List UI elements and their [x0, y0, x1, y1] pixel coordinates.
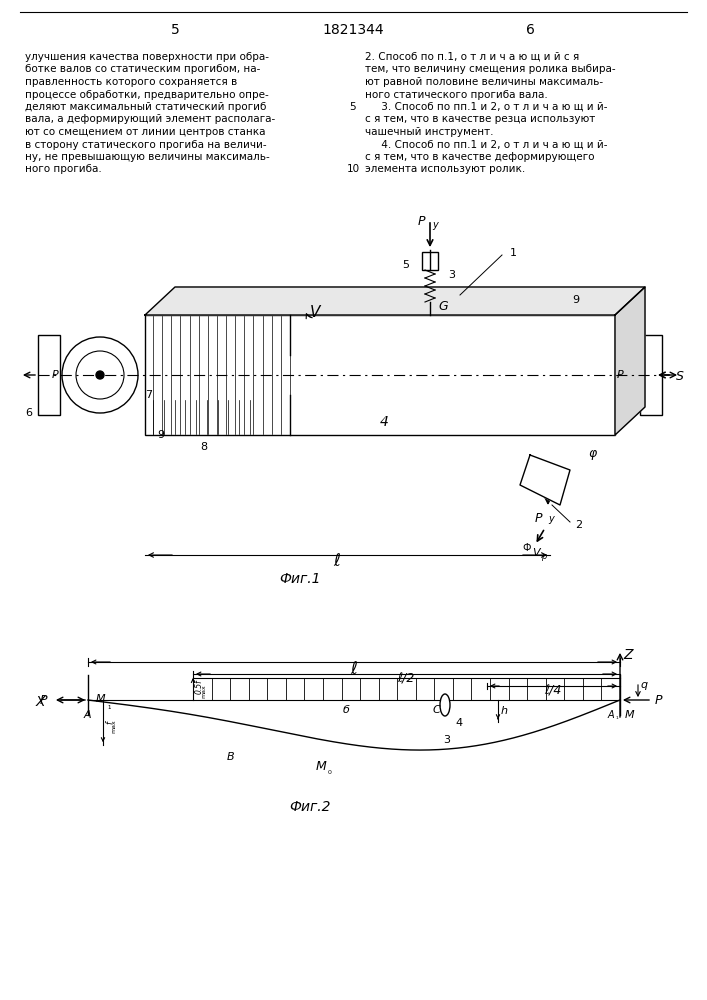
- Text: 7: 7: [145, 390, 152, 400]
- Text: с я тем, что в качестве деформирующего: с я тем, что в качестве деформирующего: [365, 152, 595, 162]
- Text: правленность которого сохраняется в: правленность которого сохраняется в: [25, 77, 238, 87]
- Text: M: M: [625, 710, 635, 720]
- Text: ℓ: ℓ: [334, 552, 341, 570]
- Text: ₀: ₀: [328, 766, 332, 776]
- Bar: [145, 315, 615, 435]
- Text: q: q: [640, 680, 647, 690]
- Text: 9: 9: [157, 430, 164, 440]
- Text: ного статического прогиба вала.: ного статического прогиба вала.: [365, 90, 548, 100]
- Text: ного прогиба.: ного прогиба.: [25, 164, 102, 174]
- Text: h: h: [501, 706, 508, 716]
- Text: 6: 6: [25, 408, 32, 418]
- Text: 3: 3: [443, 735, 450, 745]
- Text: p: p: [541, 552, 547, 561]
- Text: чашечный инструмент.: чашечный инструмент.: [365, 127, 493, 137]
- Polygon shape: [145, 287, 645, 315]
- Polygon shape: [520, 455, 570, 505]
- Text: 6: 6: [525, 23, 534, 37]
- Text: Ф: Ф: [522, 543, 530, 553]
- Text: 5: 5: [170, 23, 180, 37]
- Text: 8: 8: [200, 442, 207, 452]
- Text: f: f: [105, 720, 114, 724]
- Polygon shape: [615, 287, 645, 435]
- Text: 5: 5: [402, 260, 409, 270]
- Text: 10: 10: [346, 164, 360, 174]
- Text: 3. Способ по пп.1 и 2, о т л и ч а ю щ и й-: 3. Способ по пп.1 и 2, о т л и ч а ю щ и…: [365, 102, 607, 112]
- Text: 9: 9: [572, 295, 579, 305]
- Text: P: P: [617, 370, 624, 380]
- Text: A: A: [84, 710, 92, 720]
- Text: в сторону статического прогиба на величи-: в сторону статического прогиба на величи…: [25, 139, 267, 149]
- Circle shape: [597, 372, 603, 378]
- Text: Z: Z: [623, 648, 633, 662]
- Text: элемента используют ролик.: элемента используют ролик.: [365, 164, 525, 174]
- Text: P: P: [52, 370, 59, 380]
- Text: y: y: [432, 220, 438, 230]
- Text: тем, что величину смещения ролика выбира-: тем, что величину смещения ролика выбира…: [365, 64, 616, 75]
- Text: G: G: [438, 300, 448, 313]
- Text: B: B: [227, 752, 235, 762]
- Text: ют равной половине величины максималь-: ют равной половине величины максималь-: [365, 77, 603, 87]
- Text: с я тем, что в качестве резца используют: с я тем, что в качестве резца используют: [365, 114, 595, 124]
- Text: max: max: [201, 684, 206, 698]
- Text: C: C: [433, 705, 440, 715]
- Text: P: P: [535, 512, 542, 525]
- Text: 4: 4: [455, 718, 462, 728]
- Text: улучшения качества поверхности при обра-: улучшения качества поверхности при обра-: [25, 52, 269, 62]
- Text: A: A: [608, 710, 614, 720]
- Ellipse shape: [440, 694, 450, 716]
- Text: φ: φ: [588, 447, 596, 460]
- Text: ну, не превышающую величины максималь-: ну, не превышающую величины максималь-: [25, 152, 270, 162]
- Text: 1821344: 1821344: [322, 23, 384, 37]
- Text: Фиг.2: Фиг.2: [289, 800, 331, 814]
- Text: y: y: [548, 514, 554, 524]
- Text: 4. Способ по пп.1 и 2, о т л и ч а ю щ и й-: 4. Способ по пп.1 и 2, о т л и ч а ю щ и…: [365, 139, 607, 149]
- Text: ₁: ₁: [107, 702, 110, 711]
- Text: ботке валов со статическим прогибом, на-: ботке валов со статическим прогибом, на-: [25, 64, 260, 75]
- Bar: [38, 335, 60, 415]
- Text: M: M: [96, 694, 105, 704]
- Bar: [640, 335, 662, 415]
- Text: P: P: [655, 694, 662, 707]
- Text: P: P: [40, 694, 47, 707]
- Text: 3: 3: [448, 270, 455, 280]
- Text: X: X: [36, 695, 45, 709]
- Text: max: max: [111, 719, 116, 733]
- Text: ℓ: ℓ: [351, 660, 358, 678]
- Text: ℓ/4: ℓ/4: [544, 684, 561, 697]
- Text: S: S: [676, 370, 684, 383]
- Text: 1: 1: [510, 248, 517, 258]
- Text: M: M: [316, 760, 327, 773]
- Circle shape: [96, 371, 104, 379]
- Text: вала, а деформирующий элемент располага-: вала, а деформирующий элемент располага-: [25, 114, 275, 124]
- Text: процессе обработки, предварительно опре-: процессе обработки, предварительно опре-: [25, 90, 269, 100]
- Text: 0.5f: 0.5f: [195, 680, 204, 694]
- Text: 2: 2: [575, 520, 582, 530]
- Text: деляют максимальный статический прогиб: деляют максимальный статический прогиб: [25, 102, 267, 112]
- Text: б: б: [343, 705, 350, 715]
- Text: Фиг.1: Фиг.1: [279, 572, 321, 586]
- Text: ℓ/2: ℓ/2: [397, 672, 415, 685]
- Bar: [422, 252, 438, 270]
- Text: ют со смещением от линии центров станка: ют со смещением от линии центров станка: [25, 127, 266, 137]
- Text: P: P: [418, 215, 426, 228]
- Text: 2. Способ по п.1, о т л и ч а ю щ и й с я: 2. Способ по п.1, о т л и ч а ю щ и й с …: [365, 52, 579, 62]
- Text: 4: 4: [380, 415, 389, 429]
- Text: V: V: [532, 548, 539, 558]
- Text: 5: 5: [350, 102, 356, 112]
- Text: ₁: ₁: [616, 714, 619, 720]
- Text: V: V: [310, 305, 320, 320]
